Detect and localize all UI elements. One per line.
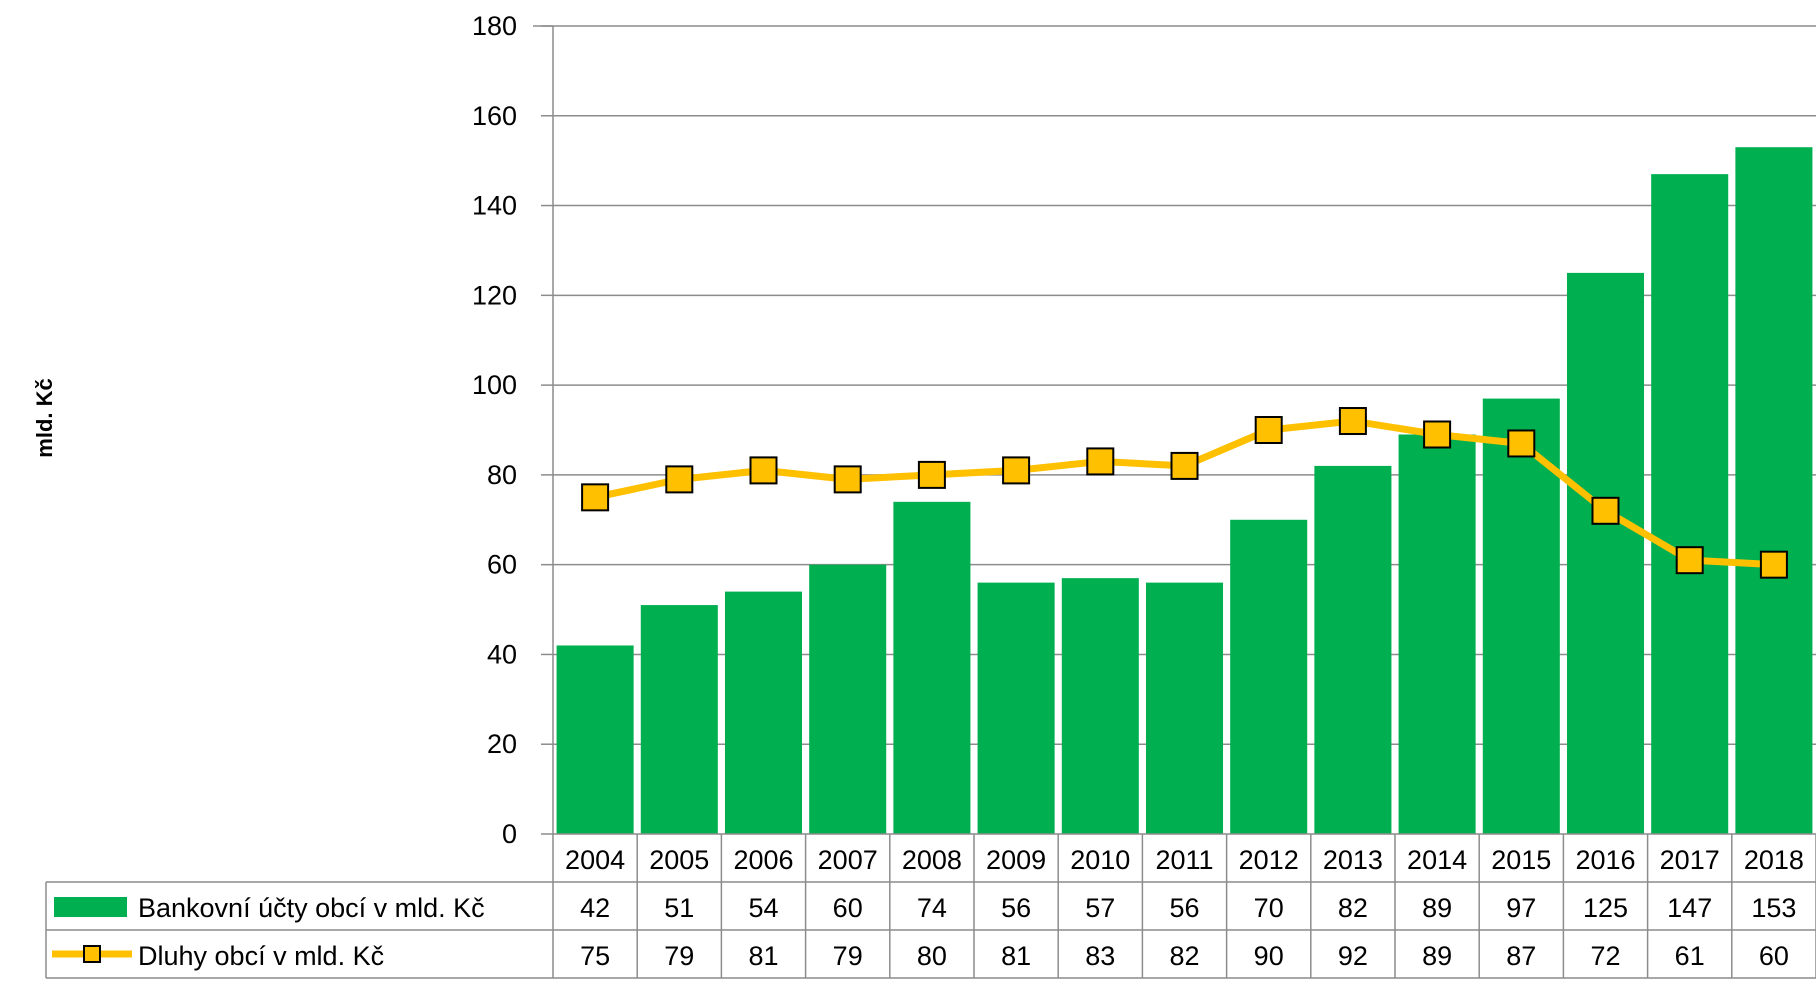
line-marker: [1170, 451, 1199, 480]
data-label: 74: [917, 893, 947, 923]
data-label: 72: [1590, 941, 1620, 971]
y-tick-label: 20: [487, 729, 517, 759]
bar: [724, 591, 803, 834]
x-tick-label: 2012: [1239, 845, 1299, 875]
bar: [556, 645, 634, 834]
data-label: 82: [1169, 941, 1199, 971]
line-marker: [581, 483, 610, 512]
data-label: 79: [664, 941, 694, 971]
data-label: 75: [580, 941, 610, 971]
data-label: 56: [1169, 893, 1199, 923]
data-label: 87: [1506, 941, 1536, 971]
line-marker: [833, 465, 862, 494]
data-label: 56: [1001, 893, 1031, 923]
y-tick-label: 100: [472, 370, 517, 400]
bar: [977, 582, 1055, 834]
x-tick-label: 2007: [818, 845, 878, 875]
y-tick-label: 120: [472, 280, 517, 310]
data-label: 125: [1583, 893, 1628, 923]
data-label: 89: [1422, 893, 1452, 923]
x-tick-label: 2009: [986, 845, 1046, 875]
data-label: 89: [1422, 941, 1452, 971]
data-table: 2004 2005 2006 2007 2008 2009 2010 2011 2012 2013…: [45, 833, 1816, 979]
line-marker: [1423, 420, 1452, 449]
data-label: 79: [833, 941, 863, 971]
x-tick-label: 2013: [1323, 845, 1383, 875]
legend-swatch-bar: [54, 897, 127, 917]
bar: [640, 605, 718, 834]
data-label: 60: [1759, 941, 1789, 971]
data-label: 81: [748, 941, 778, 971]
y-tick-label: 60: [487, 550, 517, 580]
bar: [809, 564, 887, 834]
x-tick-label: 2004: [565, 845, 625, 875]
y-tick-label: 180: [472, 11, 517, 41]
data-label: 90: [1254, 941, 1284, 971]
data-label: 92: [1338, 941, 1368, 971]
y-tick-labels: 0 20 40 60 80 100 120 140 160 180: [472, 11, 517, 849]
line-marker: [749, 456, 778, 485]
x-tick-label: 2005: [649, 845, 709, 875]
bar: [1314, 465, 1392, 834]
data-label: 51: [664, 893, 694, 923]
line-marker: [1002, 456, 1031, 485]
y-tick-label: 40: [487, 639, 517, 669]
line-series: [581, 407, 1788, 579]
x-tick-label: 2010: [1070, 845, 1130, 875]
bar: [1398, 434, 1476, 834]
x-tick-label: 2014: [1407, 845, 1467, 875]
line-marker: [1675, 546, 1704, 575]
data-label: 54: [748, 893, 778, 923]
y-tick-label: 160: [472, 101, 517, 131]
data-label: 83: [1085, 941, 1115, 971]
y-tick-label: 140: [472, 191, 517, 221]
line-marker: [1254, 416, 1283, 444]
x-tick-label: 2016: [1575, 845, 1635, 875]
x-tick-label: 2015: [1491, 845, 1551, 875]
data-label: 42: [580, 893, 610, 923]
bar: [1735, 147, 1813, 834]
y-tick-label: 0: [502, 819, 517, 849]
data-label: 70: [1254, 893, 1284, 923]
legend-label: Dluhy obcí v mld. Kč: [138, 941, 384, 971]
data-label: 82: [1338, 893, 1368, 923]
data-label: 57: [1085, 893, 1115, 923]
bar: [1230, 519, 1308, 834]
line-marker: [665, 465, 694, 494]
legend-swatch-marker: [83, 945, 101, 963]
axes: [533, 25, 554, 835]
data-label: 153: [1751, 893, 1796, 923]
bar: [1482, 398, 1560, 834]
data-label: 80: [917, 941, 947, 971]
bar: [893, 501, 971, 834]
data-label: 147: [1667, 893, 1712, 923]
data-label: 60: [833, 893, 863, 923]
x-tick-label: 2008: [902, 845, 962, 875]
line-marker: [1591, 496, 1620, 525]
line-marker: [1338, 407, 1367, 436]
bar: [1145, 582, 1224, 834]
bar: [1651, 174, 1729, 835]
bar: [1566, 272, 1645, 834]
legend-label: Bankovní účty obcí v mld. Kč: [138, 893, 485, 923]
line-marker: [1507, 429, 1536, 458]
line-marker: [917, 460, 946, 489]
line-marker: [1086, 447, 1115, 476]
bar-series: [556, 147, 1813, 835]
y-tick-label: 80: [487, 460, 517, 490]
data-label: 81: [1001, 941, 1031, 971]
x-tick-label: 2018: [1744, 845, 1804, 875]
x-tick-label: 2017: [1660, 845, 1720, 875]
line-marker: [1759, 550, 1788, 579]
x-tick-label: 2011: [1155, 845, 1213, 875]
x-tick-label: 2006: [733, 845, 793, 875]
data-label: 97: [1506, 893, 1536, 923]
bar: [1061, 578, 1139, 834]
y-axis-label: mld. Kč: [32, 378, 57, 457]
data-label: 61: [1675, 941, 1705, 971]
